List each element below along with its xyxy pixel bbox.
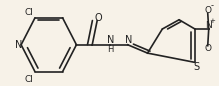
- Text: N: N: [125, 35, 132, 45]
- Text: N: N: [15, 40, 22, 50]
- Text: O: O: [204, 6, 211, 15]
- Text: N: N: [107, 35, 114, 45]
- Text: O: O: [204, 44, 211, 53]
- Text: H: H: [107, 45, 114, 54]
- Text: S: S: [193, 62, 199, 72]
- Text: O: O: [94, 13, 102, 23]
- Text: N: N: [205, 21, 212, 29]
- Text: -: -: [210, 2, 213, 11]
- Text: +: +: [210, 18, 215, 24]
- Text: Cl: Cl: [25, 8, 34, 17]
- Text: Cl: Cl: [25, 75, 34, 84]
